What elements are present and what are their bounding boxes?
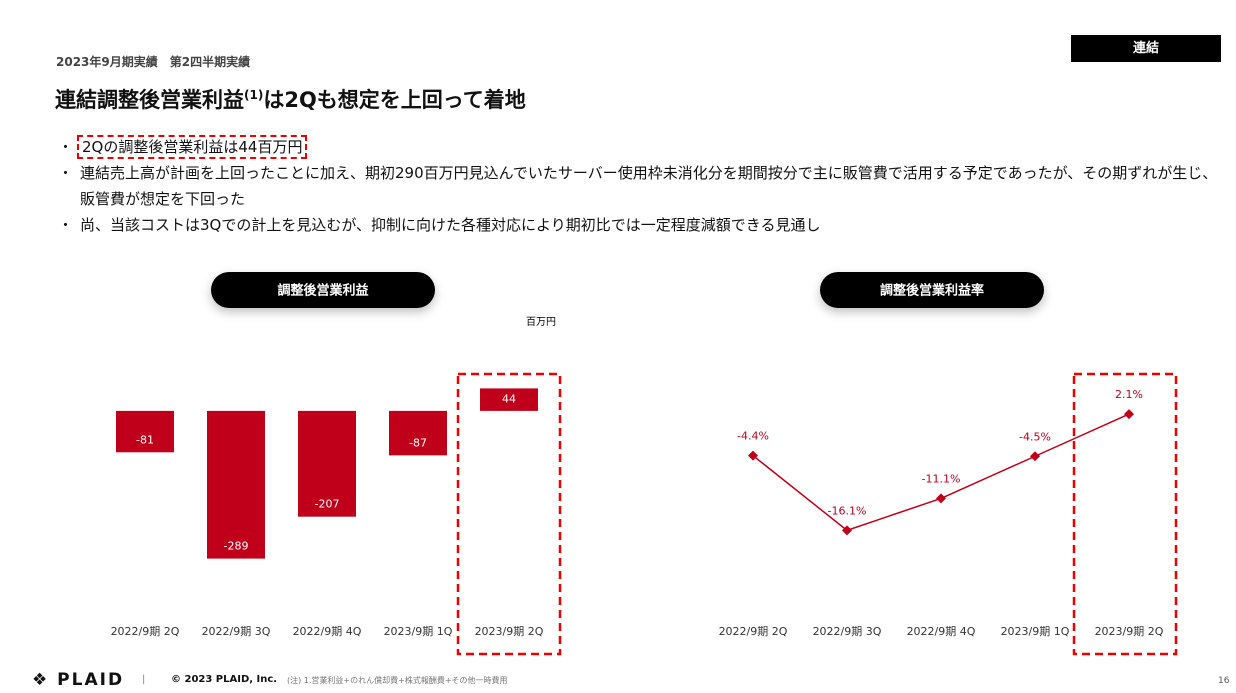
data-label: -207 — [315, 498, 340, 511]
bullet-list: ・ 2Qの調整後営業利益は44百万円・連結売上高が計画を上回ったことに加え、期初2… — [58, 134, 1223, 238]
title: 連結調整後営業利益 — [55, 88, 244, 112]
tag: 連結 — [1071, 35, 1221, 62]
period: 2023年9月期実績 第2四半期実績 — [56, 55, 251, 69]
data-label: -87 — [409, 436, 427, 449]
x-tick-label: 2023/9期 1Q — [1001, 625, 1070, 638]
highlight-box — [1072, 372, 1178, 656]
marker — [842, 525, 852, 536]
x-tick-label: 2022/9期 3Q — [202, 625, 271, 638]
data-label: -81 — [136, 433, 154, 446]
x-tick-label: 2022/9期 2Q — [719, 625, 788, 638]
title-sup: (1) — [244, 88, 264, 102]
bullet-dot: ・ — [58, 164, 74, 182]
bullet-dot: ・ — [58, 138, 74, 156]
bar — [389, 410, 447, 456]
logo: ❖ PLAID — [32, 670, 125, 690]
highlight-box — [456, 372, 562, 656]
title-rest: は2Qも想定を上回って着地 — [263, 88, 526, 112]
data-label: -289 — [224, 540, 249, 553]
bullet-text: 尚、当該コストは3Qでの計上を見込むが、抑制に向けた各種対応により期初比では一定… — [80, 216, 821, 234]
marker — [936, 493, 946, 504]
slide-title: 連結調整後営業利益(1)は2Qも想定を上回って着地 — [55, 84, 526, 114]
marker — [1124, 409, 1134, 420]
x-tick-label: 2022/9期 4Q — [907, 625, 976, 638]
data-label: 44 — [502, 393, 516, 406]
x-tick-label: 2023/9期 2Q — [1095, 625, 1164, 638]
separator: | — [142, 674, 146, 685]
chart-title: 調整後営業利益 — [277, 283, 368, 299]
bar — [298, 410, 356, 517]
data-label: -4.5% — [1019, 430, 1051, 443]
bar — [116, 410, 174, 453]
data-label: -4.4% — [737, 430, 769, 443]
x-tick-label: 2022/9期 4Q — [293, 625, 362, 638]
marker — [748, 450, 758, 461]
bullet: ・連結売上高が計画を上回ったことに加え、期初290百万円見込んでいたサーバー使用… — [58, 160, 1223, 212]
x-tick-label: 2023/9期 1Q — [384, 625, 453, 638]
pill — [211, 272, 435, 308]
unit-label: 百万円 — [526, 316, 556, 328]
x-tick-label: 2022/9期 2Q — [111, 625, 180, 638]
bar — [480, 388, 538, 411]
copyright: © 2023 PLAID, Inc. — [171, 674, 278, 685]
x-tick-label: 2022/9期 3Q — [813, 625, 882, 638]
x-tick-label: 2023/9期 2Q — [475, 625, 544, 638]
bullet-text: 2Qの調整後営業利益は44百万円 — [76, 135, 308, 159]
chart-title: 調整後営業利益率 — [880, 283, 984, 299]
data-label: 2.1% — [1115, 388, 1143, 401]
bullet: ・尚、当該コストは3Qでの計上を見込むが、抑制に向けた各種対応により期初比では一… — [58, 212, 1223, 238]
page-number: 16 — [1218, 676, 1230, 686]
bar — [207, 410, 265, 559]
data-label: -11.1% — [922, 472, 961, 485]
marker — [1030, 451, 1040, 462]
bullet: ・ 2Qの調整後営業利益は44百万円 — [58, 134, 1223, 160]
bullet-dot: ・ — [58, 216, 74, 234]
data-label: -16.1% — [828, 504, 867, 517]
bullet-text: 連結売上高が計画を上回ったことに加え、期初290百万円見込んでいたサーバー使用枠… — [80, 164, 1218, 208]
note: (注) 1.営業利益+のれん償却費+株式報酬費+その他一時費用 — [287, 676, 508, 685]
logo-text: PLAID — [57, 670, 125, 690]
pill — [820, 272, 1044, 308]
